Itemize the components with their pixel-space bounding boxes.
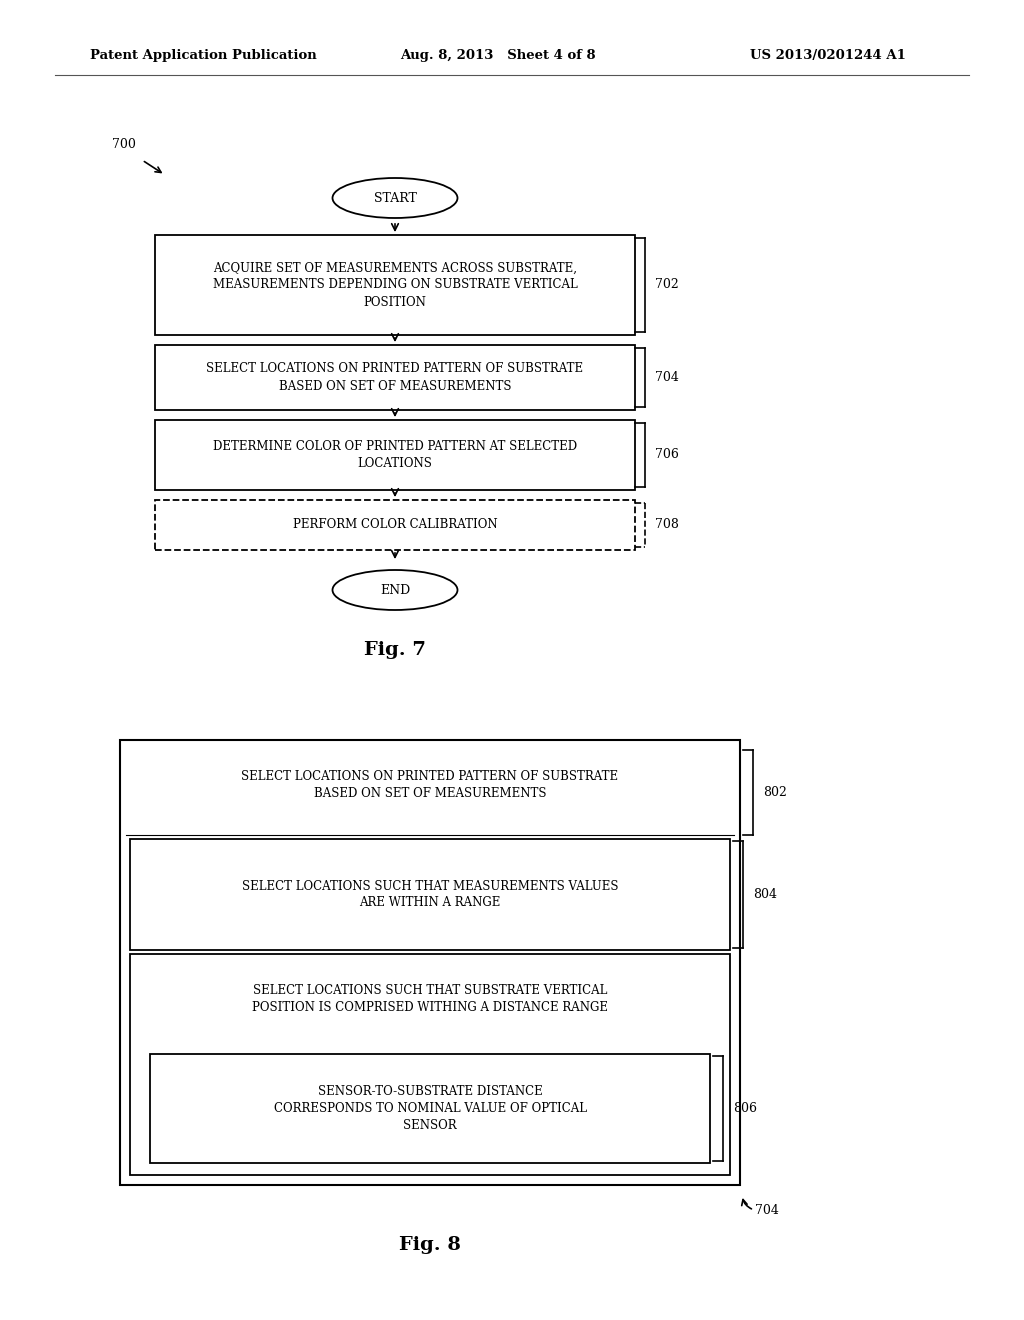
FancyBboxPatch shape [155, 235, 635, 335]
Text: Fig. 8: Fig. 8 [399, 1236, 461, 1254]
Text: START: START [374, 191, 417, 205]
Text: 708: 708 [655, 519, 679, 532]
Text: END: END [380, 583, 411, 597]
Text: SELECT LOCATIONS ON PRINTED PATTERN OF SUBSTRATE
BASED ON SET OF MEASUREMENTS: SELECT LOCATIONS ON PRINTED PATTERN OF S… [242, 770, 618, 800]
Ellipse shape [333, 570, 458, 610]
FancyBboxPatch shape [155, 500, 635, 550]
FancyBboxPatch shape [130, 954, 730, 1175]
Text: 702: 702 [655, 279, 679, 292]
Text: US 2013/0201244 A1: US 2013/0201244 A1 [750, 49, 906, 62]
FancyBboxPatch shape [130, 840, 730, 950]
Text: 704: 704 [655, 371, 679, 384]
Text: DETERMINE COLOR OF PRINTED PATTERN AT SELECTED
LOCATIONS: DETERMINE COLOR OF PRINTED PATTERN AT SE… [213, 440, 578, 470]
Text: 804: 804 [753, 888, 777, 902]
Text: SELECT LOCATIONS SUCH THAT MEASUREMENTS VALUES
ARE WITHIN A RANGE: SELECT LOCATIONS SUCH THAT MEASUREMENTS … [242, 879, 618, 909]
Text: 806: 806 [733, 1102, 757, 1115]
Ellipse shape [333, 178, 458, 218]
Text: 706: 706 [655, 449, 679, 462]
Text: Aug. 8, 2013   Sheet 4 of 8: Aug. 8, 2013 Sheet 4 of 8 [400, 49, 596, 62]
Text: SELECT LOCATIONS SUCH THAT SUBSTRATE VERTICAL
POSITION IS COMPRISED WITHING A DI: SELECT LOCATIONS SUCH THAT SUBSTRATE VER… [252, 983, 608, 1014]
Text: PERFORM COLOR CALIBRATION: PERFORM COLOR CALIBRATION [293, 519, 498, 532]
Text: 704: 704 [755, 1204, 779, 1217]
Text: SELECT LOCATIONS ON PRINTED PATTERN OF SUBSTRATE
BASED ON SET OF MEASUREMENTS: SELECT LOCATIONS ON PRINTED PATTERN OF S… [207, 363, 584, 392]
Text: Patent Application Publication: Patent Application Publication [90, 49, 316, 62]
Text: Fig. 7: Fig. 7 [365, 642, 426, 659]
Text: ACQUIRE SET OF MEASUREMENTS ACROSS SUBSTRATE,
MEASUREMENTS DEPENDING ON SUBSTRAT: ACQUIRE SET OF MEASUREMENTS ACROSS SUBST… [213, 261, 578, 309]
FancyBboxPatch shape [120, 741, 740, 1185]
FancyBboxPatch shape [155, 420, 635, 490]
FancyBboxPatch shape [155, 345, 635, 411]
Text: 700: 700 [112, 139, 136, 150]
Text: SENSOR-TO-SUBSTRATE DISTANCE
CORRESPONDS TO NOMINAL VALUE OF OPTICAL
SENSOR: SENSOR-TO-SUBSTRATE DISTANCE CORRESPONDS… [273, 1085, 587, 1133]
Text: 802: 802 [763, 785, 786, 799]
FancyBboxPatch shape [150, 1053, 710, 1163]
